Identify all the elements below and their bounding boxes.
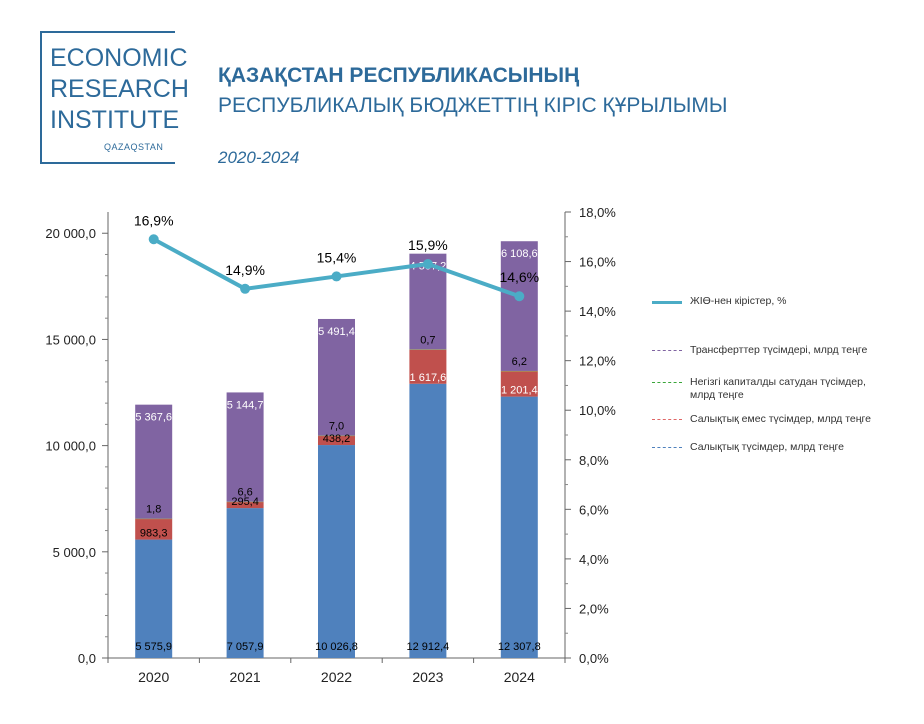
legend-swatch [652,382,682,383]
bar-capital [500,370,538,372]
data-label-capital: 6,6 [237,487,252,499]
gdp-share-label: 15,4% [317,249,357,265]
y2-tick-label: 2,0% [579,601,609,616]
data-label-nontax: 295,4 [231,496,259,508]
bar-transfers [500,241,538,371]
gdp-share-label: 15,9% [408,237,448,253]
data-label-transfers: 5 144,7 [227,399,264,411]
legend-label: Салықтық емес түсімдер, млрд теңге [690,413,871,425]
data-label-capital: 1,8 [146,504,161,516]
gdp-share-point [422,259,433,270]
legend-swatch [652,419,682,420]
bar-tax [318,445,355,658]
bar-tax [226,508,264,658]
y2-tick-label: 6,0% [579,502,609,517]
bar-nontax [500,371,538,397]
y2-tick-label: 12,0% [579,354,616,369]
data-label-capital: 6,2 [512,356,527,368]
y2-tick-label: 16,0% [579,255,616,270]
legend-swatch [652,350,682,351]
bar-tax [500,396,538,658]
bar-transfers [226,392,264,502]
data-label-nontax: 1 617,6 [410,372,447,384]
y-tick-label: 0,0 [78,651,96,666]
legend-swatch [652,301,682,304]
bar-nontax [318,435,355,446]
y2-tick-label: 0,0% [579,651,609,666]
y2-tick-label: 18,0% [579,205,616,220]
data-label-tax: 12 912,4 [406,641,449,653]
x-tick-label: 2020 [138,669,169,685]
x-tick-label: 2022 [321,669,352,685]
legend-swatch [652,447,682,448]
bar-transfers [135,404,173,519]
bar-capital [135,518,173,520]
data-label-tax: 5 575,9 [135,641,172,653]
logo-text-line3: INSTITUTE [50,106,180,134]
bar-nontax [409,349,447,384]
y-tick-label: 20 000,0 [45,226,96,241]
x-tick-label: 2024 [504,669,535,685]
y-tick-label: 15 000,0 [45,332,96,347]
data-label-transfers: 5 367,6 [135,412,172,424]
legend-label: ЖІӨ-нен кірістер, % [690,295,787,307]
data-label-transfers: 6 108,6 [501,248,538,260]
logo-text-line2: RESEARCH [50,75,189,103]
page-title: ҚАЗАҚСТАН РЕСПУБЛИКАСЫНЫҢ [218,64,580,87]
x-tick-label: 2021 [230,669,261,685]
gdp-share-point [148,234,159,245]
data-label-tax: 7 057,9 [227,641,264,653]
data-label-nontax: 438,2 [323,433,351,445]
bar-tax [409,383,447,658]
y-tick-label: 10 000,0 [45,439,96,454]
gdp-share-label: 16,9% [134,212,174,228]
logo-subtext: QAZAQSTAN [104,142,164,152]
bar-capital [409,349,447,350]
logo-text-line1: ECONOMIC [50,44,188,72]
bar-capital [226,501,264,503]
legend-label: Негізгі капиталды сатудан түсімдер, млрд… [690,376,866,401]
gdp-share-point [514,291,525,302]
bar-transfers [318,318,355,436]
bar-tax [135,539,173,658]
data-label-capital: 7,0 [329,421,344,433]
data-label-transfers: 5 491,4 [318,326,355,338]
legend-label: Салықтық түсімдер, млрд теңге [690,441,844,453]
data-label-tax: 10 026,8 [315,641,358,653]
gdp-share-line [152,237,520,299]
gdp-share-point [331,271,342,282]
data-label-tax: 12 307,8 [498,641,541,653]
bar-nontax [135,518,173,540]
y2-tick-label: 10,0% [579,403,616,418]
y2-tick-label: 4,0% [579,552,609,567]
bar-nontax [226,501,264,509]
bar-capital [318,435,355,437]
gdp-share-point [240,283,251,294]
legend-label: Трансферттер түсімдері, млрд теңге [690,344,868,356]
x-tick-label: 2023 [412,669,443,685]
data-label-capital: 0,7 [420,334,435,346]
data-label-nontax: 1 201,4 [501,385,538,397]
logo-frame [40,31,175,164]
period-label: 2020-2024 [218,148,300,167]
y2-tick-label: 8,0% [579,453,609,468]
y-tick-label: 5 000,0 [53,545,96,560]
page-subtitle: РЕСПУБЛИКАЛЫҚ БЮДЖЕТТІҢ КІРІС ҚҰРЫЛЫМЫ [218,94,728,117]
gdp-share-label: 14,6% [499,269,539,285]
y2-tick-label: 14,0% [579,304,616,319]
data-label-nontax: 983,3 [140,528,168,540]
gdp-share-label: 14,9% [225,262,265,278]
